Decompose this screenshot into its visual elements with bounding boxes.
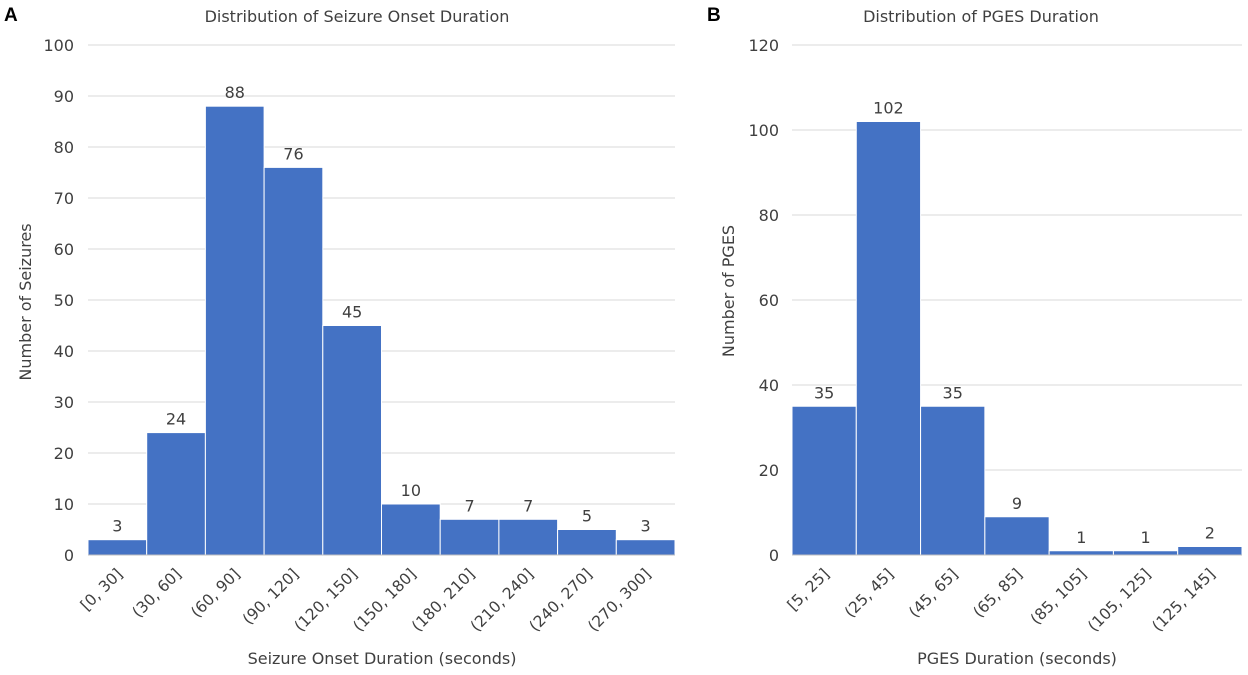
panel-b-y-tick-label: 80: [759, 206, 779, 225]
panel-a-y-tick-label: 50: [54, 291, 74, 310]
panel-b-letter: B: [707, 5, 721, 26]
panel-b-plot-area: 0 20 40 60 80 100 120 35 102 35 9 1 1 2 [5, 25] (25, 45…: [748, 36, 1243, 635]
panel-a-bar-10: [615, 539, 676, 556]
panel-a-data-label-8: 7: [523, 496, 533, 515]
panel-a-data-label-1: 3: [112, 517, 122, 536]
panel-a-y-tick-label: 70: [54, 189, 74, 208]
panel-a-y-tick-label: 60: [54, 240, 74, 259]
panel-b-x-tick-label-4: (65, 85]: [970, 565, 1026, 621]
panel-a-data-label-6: 10: [401, 481, 421, 500]
panel-b-x-tick-label-7: (125, 145]: [1149, 565, 1219, 635]
panel-a-bar-7: [439, 518, 500, 556]
panel-a-bar-9: [557, 529, 617, 556]
panel-a-bar-6: [381, 503, 441, 556]
panel-a-plot-area: 0 10 20 30 40 50 60 70 80 90 100 3 24 88 76 45 10 7 7 5 3 [0,…: [43, 36, 676, 635]
panel-b-data-label-6: 1: [1140, 528, 1150, 547]
panel-b-x-tick-label-1: [5, 25]: [784, 565, 833, 614]
panel-a-bar-1: [87, 539, 148, 556]
panel-b-x-tick-label-2: (25, 45]: [841, 565, 897, 621]
panel-a-data-label-7: 7: [464, 496, 474, 515]
panel-a-bar-5: [322, 325, 382, 556]
panel-a-bar-4: [263, 166, 324, 556]
panel-a-y-tick-label: 30: [54, 393, 74, 412]
panel-b-data-label-5: 1: [1076, 528, 1086, 547]
panel-b-bar-5: [1048, 550, 1114, 556]
panel-a-bar-2: [146, 432, 206, 556]
panel-b-data-label-4: 9: [1012, 494, 1022, 513]
panel-b-bar-1: [791, 405, 857, 556]
panel-b-bar-4: [984, 516, 1050, 556]
panel-b-bar-3: [920, 405, 986, 556]
panel-a-y-tick-label: 80: [54, 138, 74, 157]
panel-b-data-label-2: 102: [873, 99, 904, 118]
panel-a-data-label-2: 24: [166, 410, 186, 429]
panel-a-x-axis-label: Seizure Onset Duration (seconds): [248, 649, 517, 668]
panel-a-y-tick-label: 100: [43, 36, 74, 55]
panel-a-x-tick-label-2: (30, 60]: [129, 565, 185, 621]
panel-a-data-label-9: 5: [582, 507, 592, 526]
panel-b-title: Distribution of PGES Duration: [863, 7, 1099, 26]
panel-b-y-tick-label: 20: [759, 461, 779, 480]
panel-a-y-tick-label: 20: [54, 444, 74, 463]
panel-b-y-tick-label: 100: [748, 121, 779, 140]
panel-b-bar-2: [855, 121, 922, 556]
panel-b-x-tick-label-3: (45, 65]: [905, 565, 961, 621]
panel-a-x-tick-label-10: (270, 300]: [584, 565, 654, 635]
panel-a-bar-8: [498, 518, 559, 556]
panel-b-pges: B Distribution of PGES Duration Number o…: [707, 5, 1243, 668]
panel-b-bar-7: [1177, 546, 1243, 556]
panel-a-x-tick-label-1: [0, 30]: [77, 565, 126, 614]
panel-a-data-label-3: 88: [225, 83, 245, 102]
panel-b-bar-6: [1112, 550, 1179, 556]
panel-a-y-axis-label: Number of Seizures: [16, 223, 35, 380]
panel-b-y-tick-label: 0: [769, 546, 779, 565]
panel-a-y-tick-label: 40: [54, 342, 74, 361]
panel-a-letter: A: [4, 5, 18, 26]
panel-b-y-tick-label: 60: [759, 291, 779, 310]
panel-a-x-tick-label-3: (60, 90]: [187, 565, 243, 621]
panel-a-title: Distribution of Seizure Onset Duration: [205, 7, 510, 26]
panel-b-y-axis-label: Number of PGES: [719, 225, 738, 357]
panel-b-x-axis-label: PGES Duration (seconds): [917, 649, 1117, 668]
panel-b-x-tick-label-5: (85, 105]: [1027, 565, 1090, 628]
panel-a-data-label-5: 45: [342, 303, 362, 322]
panel-b-data-label-1: 35: [814, 383, 834, 402]
panel-b-y-tick-label: 120: [748, 36, 779, 55]
panel-b-data-label-7: 2: [1205, 524, 1215, 543]
panel-b-x-tick-label-6: (105, 125]: [1084, 565, 1154, 635]
panel-b-y-tick-label: 40: [759, 376, 779, 395]
panel-a-data-label-4: 76: [283, 144, 303, 163]
panel-a-x-tick-label-4: (90, 120]: [239, 565, 302, 628]
panel-a-bar-3: [204, 105, 265, 556]
panel-a-seizure-onset: A Distribution of Seizure Onset Duration…: [4, 5, 676, 668]
panel-b-data-label-3: 35: [943, 383, 963, 402]
panel-a-y-tick-label: 0: [64, 546, 74, 565]
panel-a-data-label-10: 3: [641, 517, 651, 536]
panel-a-y-tick-label: 90: [54, 87, 74, 106]
panel-a-y-tick-label: 10: [54, 495, 74, 514]
